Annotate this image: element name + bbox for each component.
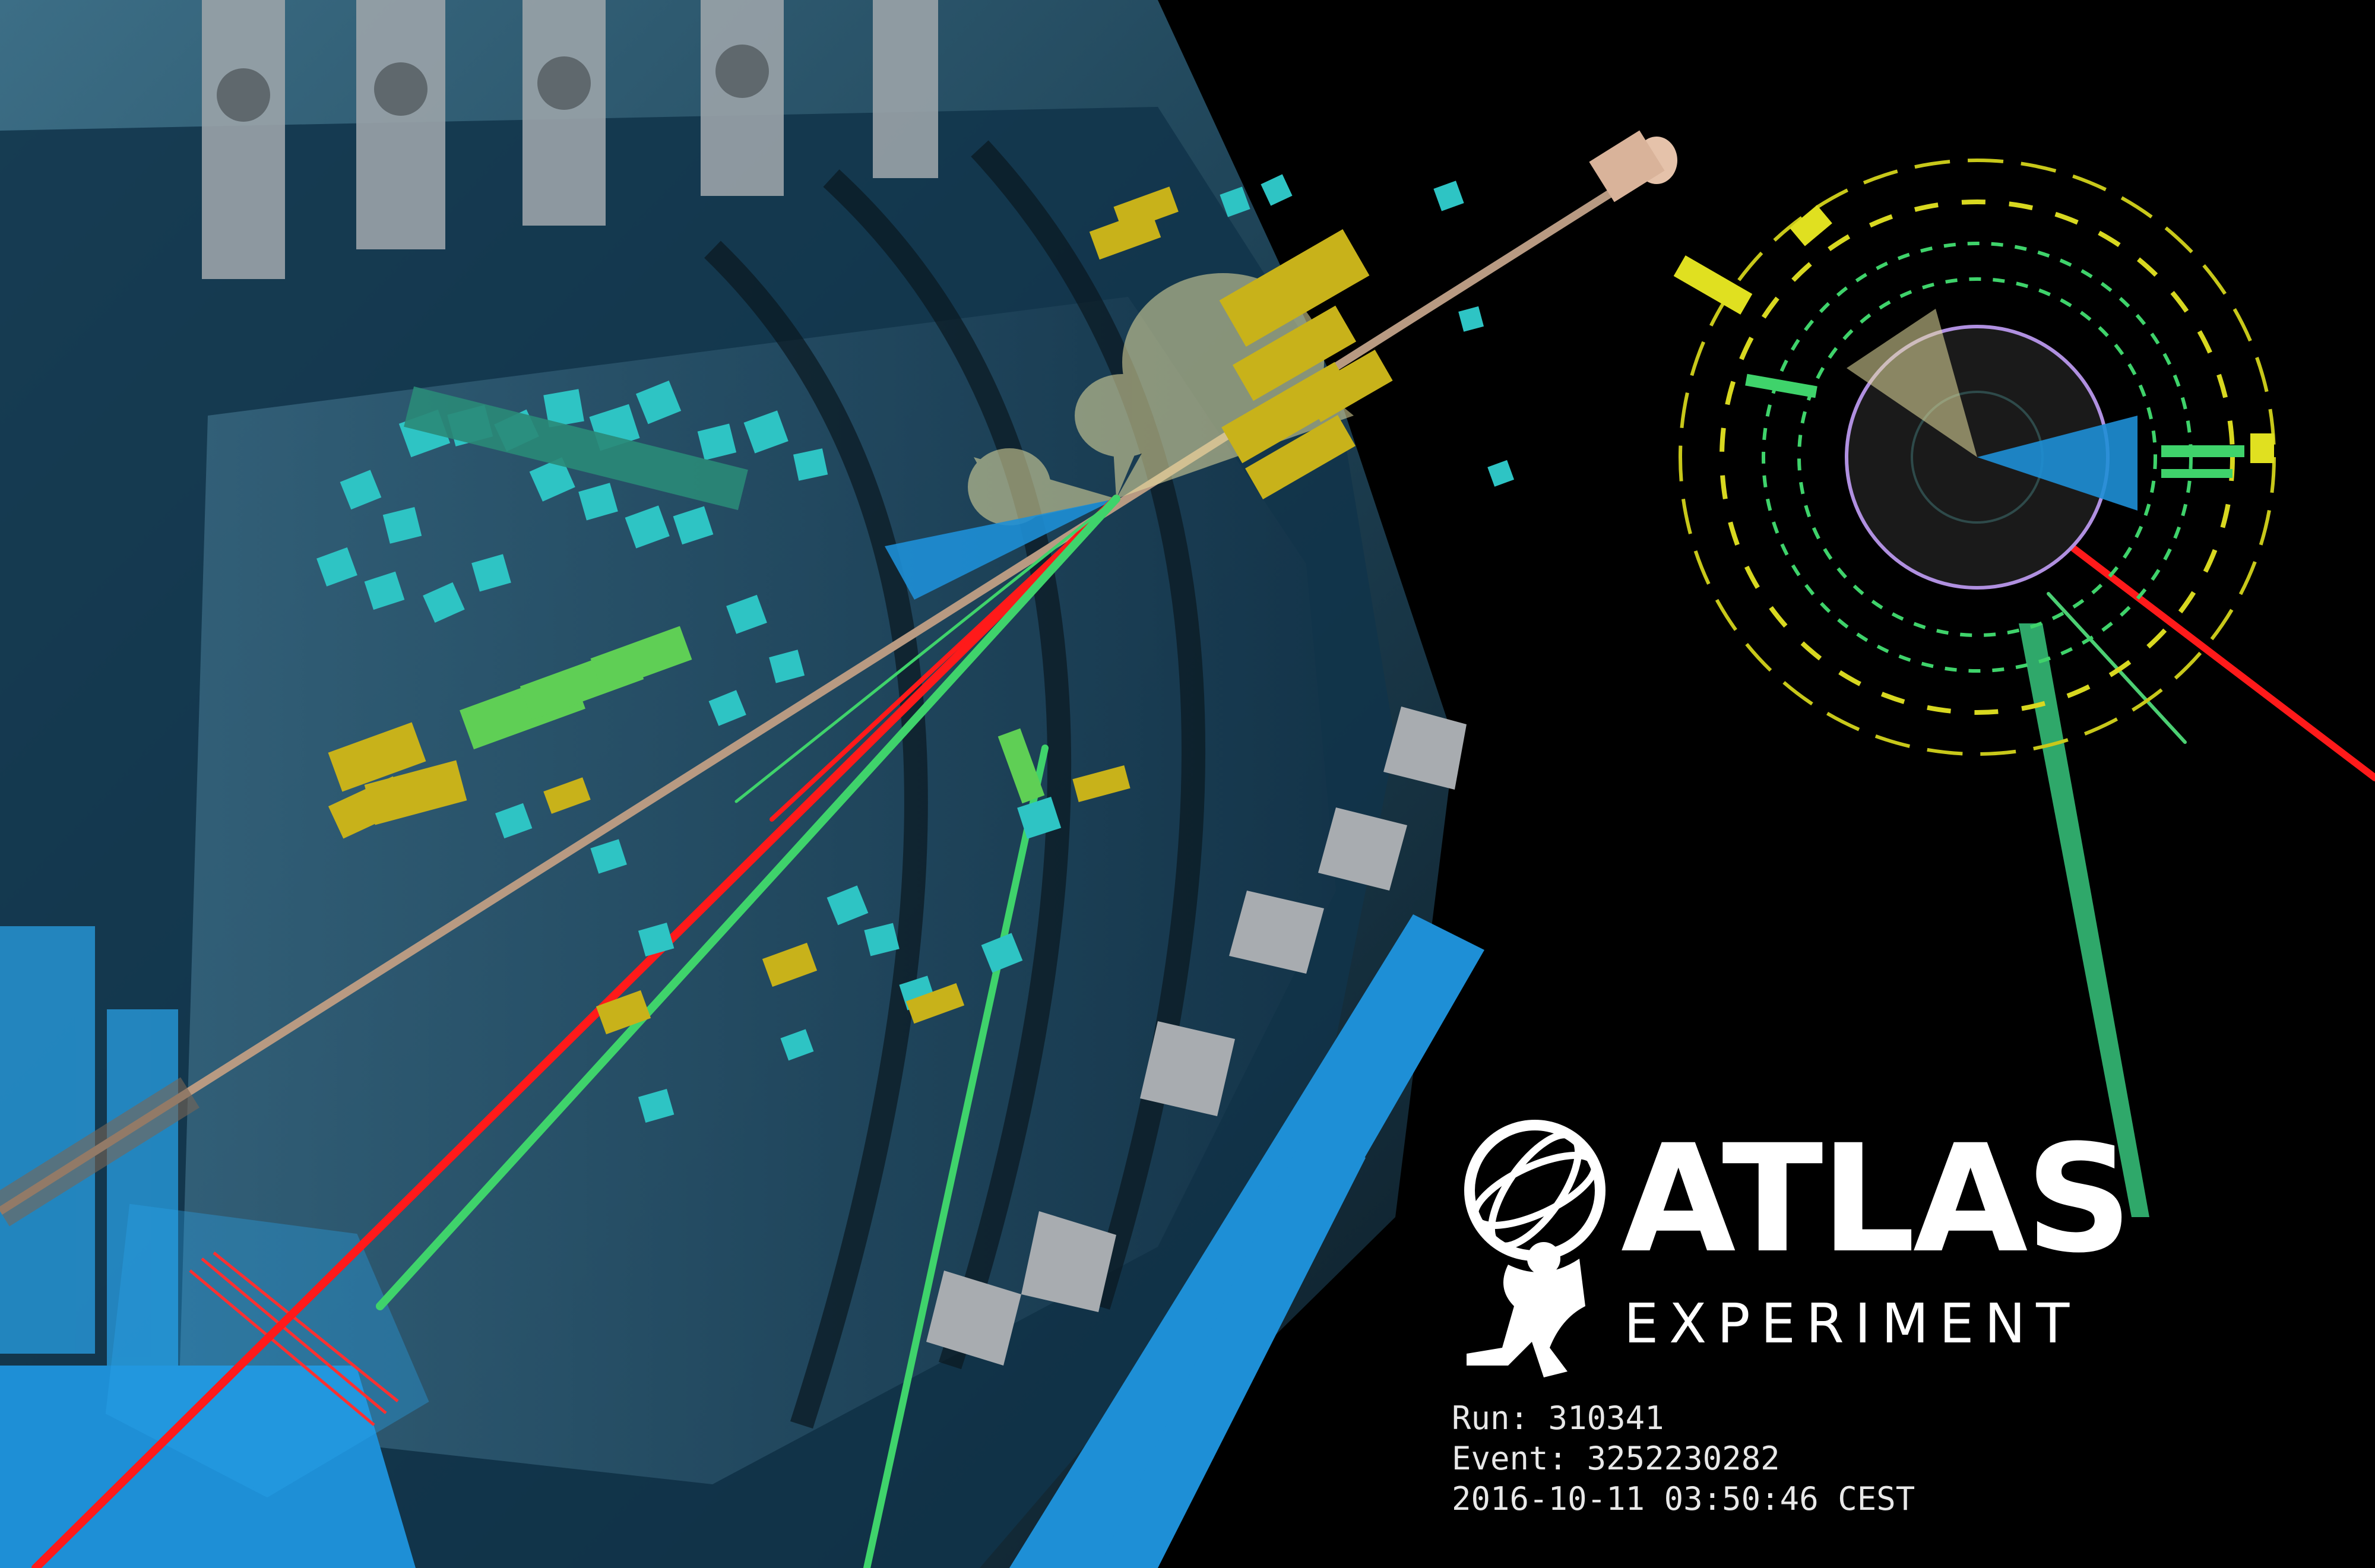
radial-view bbox=[1673, 159, 2276, 756]
run-number: Run: 310341 bbox=[1452, 1399, 1664, 1437]
atlas-figure-icon bbox=[1464, 1120, 1606, 1377]
atlas-logo: ATLAS EXPERIMENT bbox=[1443, 1116, 2132, 1377]
event-timestamp: 2016-10-11 03:50:46 CEST bbox=[1452, 1480, 1915, 1518]
calorimeter-cells-green bbox=[460, 626, 1045, 804]
detector-barrel bbox=[0, 0, 1484, 1568]
event-info: Run: 310341 Event: 3252230282 2016-10-11… bbox=[1452, 1398, 1915, 1519]
blue-cone bbox=[885, 499, 1116, 600]
logo-title: ATLAS bbox=[1621, 1113, 2132, 1285]
green-tracks bbox=[376, 495, 2187, 1568]
muon-chamber-hits bbox=[404, 386, 748, 511]
event-number: Event: 3252230282 bbox=[1452, 1440, 1780, 1477]
calorimeter-cells-yellow bbox=[328, 186, 1393, 1035]
beam-pipe bbox=[0, 130, 1677, 1227]
logo-subtitle: EXPERIMENT bbox=[1624, 1292, 2080, 1355]
